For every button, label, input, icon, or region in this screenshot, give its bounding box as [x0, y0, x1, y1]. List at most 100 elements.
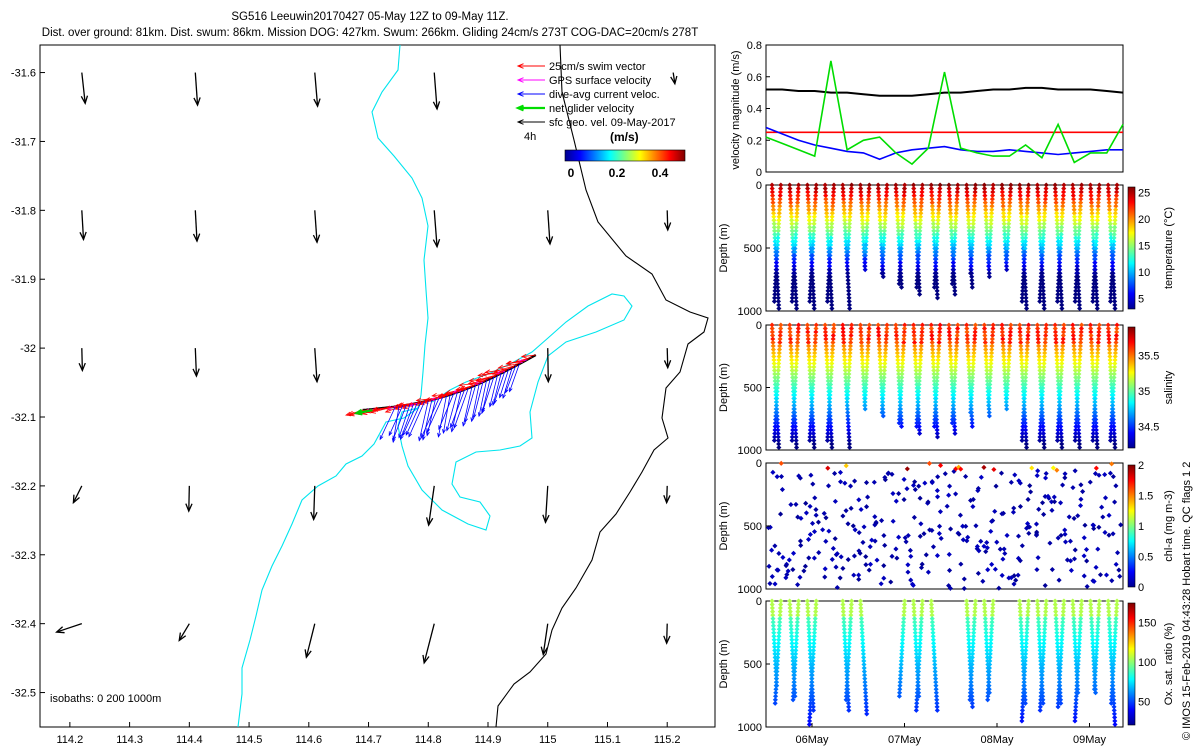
temp-point — [897, 263, 903, 269]
swim-vector-arrow-shaft — [456, 385, 474, 391]
sal-point — [809, 399, 815, 405]
geostrophic-arrow-head — [78, 362, 86, 373]
current-vector-arrow-head — [442, 429, 446, 435]
temp-point — [824, 214, 830, 220]
sal-point — [792, 392, 798, 398]
temp-point — [1039, 260, 1045, 266]
current-vector-arrow-shaft — [509, 363, 520, 392]
temp-point — [1053, 203, 1059, 209]
temp-point — [772, 288, 778, 294]
sal-point — [828, 378, 834, 384]
sal-point — [884, 325, 890, 332]
temp-point — [809, 260, 815, 266]
sal-point — [845, 378, 852, 384]
current-vector-arrow-head — [453, 423, 458, 429]
temp-point — [1023, 224, 1029, 230]
temp-point — [1037, 231, 1043, 237]
temp-point — [1038, 274, 1044, 280]
sal-point — [771, 353, 777, 360]
sal-point — [841, 336, 847, 342]
sal-point — [775, 367, 781, 374]
current-vector-arrow — [462, 386, 473, 427]
sal-point — [771, 360, 777, 367]
geostrophic-arrow-shaft — [666, 623, 668, 644]
temp-point — [1043, 182, 1049, 188]
temp-point — [1025, 185, 1031, 192]
temp-point — [1091, 281, 1097, 287]
sal-point — [806, 343, 812, 349]
sal-point — [805, 325, 811, 332]
geostrophic-arrow — [80, 72, 89, 106]
isobath-200m — [371, 45, 633, 531]
temp-point — [1025, 200, 1031, 206]
sal-point — [789, 437, 795, 444]
sal-point — [810, 385, 816, 391]
sal-point — [826, 409, 832, 416]
temp-point — [813, 185, 819, 192]
sal-point — [928, 322, 934, 328]
sal-point — [826, 413, 832, 419]
sal-point — [883, 343, 889, 349]
current-vector-arrow — [418, 400, 429, 442]
sal-point — [812, 343, 818, 349]
map-axis-ticks: 114.2 114.3 114.4 114.5 114.6 114.7 114.8 114.9… — [11, 68, 681, 746]
sal-point — [789, 367, 795, 374]
temp-point — [989, 210, 995, 216]
sal-point — [830, 339, 836, 346]
sal-point — [792, 385, 798, 391]
temp-point — [1037, 235, 1043, 241]
temp-point — [825, 238, 831, 244]
sal-point — [913, 360, 919, 367]
temp-point — [1094, 221, 1100, 227]
sal-point — [863, 381, 869, 388]
colorbar-tick-label: 15 — [1138, 240, 1150, 252]
geostrophic-arrow-head — [55, 626, 65, 634]
temp-point — [881, 228, 887, 234]
temp-point — [1035, 193, 1041, 199]
sal-point — [795, 325, 801, 332]
temp-point — [875, 182, 881, 188]
temp-point — [893, 185, 899, 192]
sal-point — [789, 357, 795, 363]
current-vector-arrow — [450, 390, 462, 433]
sal-point — [847, 343, 853, 349]
current-vector-arrow — [442, 394, 451, 435]
sal-point — [770, 339, 776, 346]
sal-point — [825, 374, 831, 381]
sal-point — [877, 353, 883, 360]
section-ytick-label: 1000 — [738, 306, 762, 318]
temp-point — [829, 210, 835, 216]
temp-point — [774, 245, 780, 252]
sal-point — [775, 374, 781, 381]
temp-point — [1073, 281, 1079, 287]
sal-point — [811, 364, 817, 370]
net-velocity-arrow-head — [353, 408, 363, 416]
temp-point — [1001, 217, 1007, 223]
geostrophic-arrow — [542, 485, 550, 524]
temp-point — [986, 274, 992, 280]
temp-point — [811, 295, 817, 301]
temp-point — [844, 260, 850, 266]
sal-point — [806, 346, 812, 353]
temp-point — [901, 185, 908, 192]
temp-point — [1071, 214, 1078, 220]
current-vector-arrow — [502, 367, 513, 399]
temp-point — [1035, 196, 1041, 202]
net-velocity-arrow — [353, 408, 373, 416]
sal-point — [865, 339, 871, 346]
sal-point — [893, 329, 899, 335]
temp-point — [1018, 207, 1024, 213]
sal-point — [858, 325, 864, 332]
temp-point — [1077, 217, 1083, 223]
geostrophic-arrow-shaft — [542, 623, 549, 655]
sal-point — [916, 378, 922, 384]
sal-point — [898, 385, 904, 391]
sal-point — [879, 402, 886, 409]
temp-point — [776, 207, 783, 213]
section-frame — [765, 184, 1124, 312]
sal-point — [790, 420, 796, 426]
sal-point — [866, 329, 872, 335]
colorbar-tick-label: 1 — [1138, 521, 1144, 533]
temp-point — [1019, 291, 1026, 297]
temp-point — [1111, 295, 1117, 301]
